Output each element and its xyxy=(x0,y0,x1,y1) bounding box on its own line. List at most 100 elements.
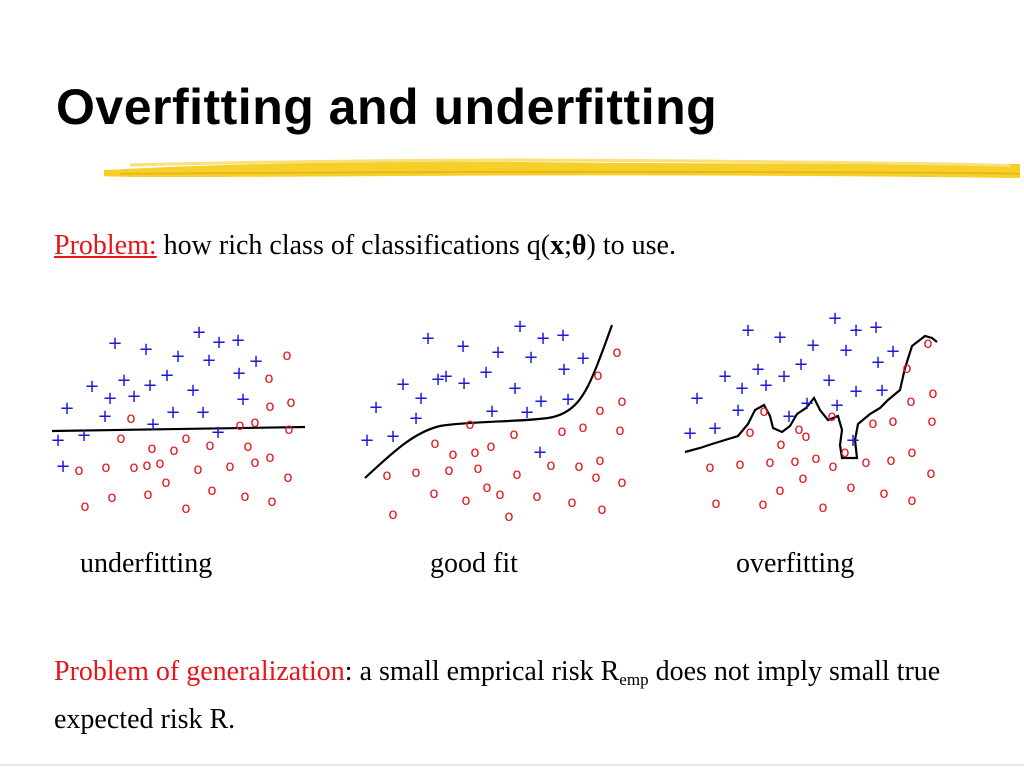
generalization-statement: Problem of generalization: a small empri… xyxy=(54,652,954,740)
plus-marker: + xyxy=(821,370,836,391)
circle-marker: o xyxy=(509,425,518,443)
circle-marker: o xyxy=(448,445,457,463)
plus-marker: + xyxy=(827,308,842,329)
title-highlight-stroke xyxy=(103,158,1020,178)
circle-marker: o xyxy=(593,366,602,384)
plus-marker: + xyxy=(484,401,499,422)
circle-marker: o xyxy=(811,449,820,467)
decision-boundary-curve xyxy=(364,324,614,479)
circle-marker: o xyxy=(801,427,810,445)
plus-marker: + xyxy=(76,425,91,446)
problem-separator: ; xyxy=(564,230,572,261)
circle-marker: o xyxy=(926,464,935,482)
plus-marker: + xyxy=(805,335,820,356)
circle-marker: o xyxy=(840,443,849,461)
plus-marker: + xyxy=(55,456,70,477)
circle-marker: o xyxy=(775,481,784,499)
circle-marker: o xyxy=(169,441,178,459)
circle-marker: o xyxy=(181,499,190,517)
generalization-text-1: : a small emprical risk R xyxy=(344,656,620,687)
plus-marker: + xyxy=(107,333,122,354)
problem-text-after: ) to use. xyxy=(586,230,676,261)
plus-marker: + xyxy=(490,342,505,363)
circle-marker: o xyxy=(504,507,513,525)
circle-marker: o xyxy=(790,452,799,470)
emp-subscript: emp xyxy=(619,670,649,689)
plus-marker: + xyxy=(793,354,808,375)
circle-marker: o xyxy=(473,459,482,477)
circle-marker: o xyxy=(888,412,897,430)
circle-marker: o xyxy=(155,454,164,472)
circle-marker: o xyxy=(286,393,295,411)
plus-marker: + xyxy=(519,402,534,423)
plus-marker: + xyxy=(84,376,99,397)
plus-marker: + xyxy=(50,430,65,451)
plus-marker: + xyxy=(555,325,570,346)
problem-label: Problem: xyxy=(54,230,157,261)
plus-marker: + xyxy=(845,430,860,451)
plus-marker: + xyxy=(523,347,538,368)
circle-marker: o xyxy=(923,334,932,352)
overfitting-diagram: + + +++ ++ ++++++ + + +++++ ++ +++ +oooooooooooooo… xyxy=(682,308,938,516)
plus-marker: + xyxy=(455,336,470,357)
circle-marker: o xyxy=(758,495,767,513)
plus-marker: + xyxy=(870,352,885,373)
plus-marker: + xyxy=(535,328,550,349)
plus-marker: + xyxy=(556,359,571,380)
plus-marker: + xyxy=(408,408,423,429)
plus-marker: + xyxy=(420,328,435,349)
plus-marker: + xyxy=(235,389,250,410)
plus-marker: + xyxy=(159,365,174,386)
circle-marker: o xyxy=(927,412,936,430)
circle-marker: o xyxy=(126,409,135,427)
problem-text-before: how rich class of classifications q( xyxy=(156,230,551,261)
circle-marker: o xyxy=(595,451,604,469)
circle-marker: o xyxy=(567,493,576,511)
plus-marker: + xyxy=(201,350,216,371)
circle-marker: o xyxy=(382,466,391,484)
circle-marker: o xyxy=(906,392,915,410)
plus-marker: + xyxy=(730,400,745,421)
circle-marker: o xyxy=(388,505,397,523)
circle-marker: o xyxy=(465,415,474,433)
circle-marker: o xyxy=(902,359,911,377)
caption-overfitting: overfitting xyxy=(736,548,855,579)
circle-marker: o xyxy=(129,458,138,476)
plus-marker: + xyxy=(707,418,722,439)
plus-marker: + xyxy=(838,340,853,361)
circle-marker: o xyxy=(265,448,274,466)
circle-marker: o xyxy=(80,497,89,515)
plus-marker: + xyxy=(532,442,547,463)
circle-marker: o xyxy=(578,418,587,436)
decision-boundary-jagged xyxy=(684,334,938,460)
circle-marker: o xyxy=(495,485,504,503)
circle-marker: o xyxy=(868,414,877,432)
plus-marker: + xyxy=(385,426,400,447)
circle-marker: o xyxy=(470,443,479,461)
circle-marker: o xyxy=(240,487,249,505)
circle-marker: o xyxy=(776,435,785,453)
circle-marker: o xyxy=(735,455,744,473)
circle-marker: o xyxy=(617,392,626,410)
circle-marker: o xyxy=(161,473,170,491)
plus-marker: + xyxy=(230,330,245,351)
plus-marker: + xyxy=(102,388,117,409)
plus-marker: + xyxy=(781,406,796,427)
plus-marker: + xyxy=(170,346,185,367)
circle-marker: o xyxy=(907,491,916,509)
circle-marker: o xyxy=(482,478,491,496)
circle-marker: o xyxy=(207,481,216,499)
plus-marker: + xyxy=(848,381,863,402)
circle-marker: o xyxy=(818,498,827,516)
plus-marker: + xyxy=(885,341,900,362)
circle-marker: o xyxy=(765,453,774,471)
generalization-label: Problem of generalization xyxy=(54,656,345,687)
circle-marker: o xyxy=(250,413,259,431)
circle-marker: o xyxy=(282,346,291,364)
circle-marker: o xyxy=(745,423,754,441)
circle-marker: o xyxy=(264,369,273,387)
plus-marker: + xyxy=(231,363,246,384)
circle-marker: o xyxy=(827,407,836,425)
circle-marker: o xyxy=(143,485,152,503)
